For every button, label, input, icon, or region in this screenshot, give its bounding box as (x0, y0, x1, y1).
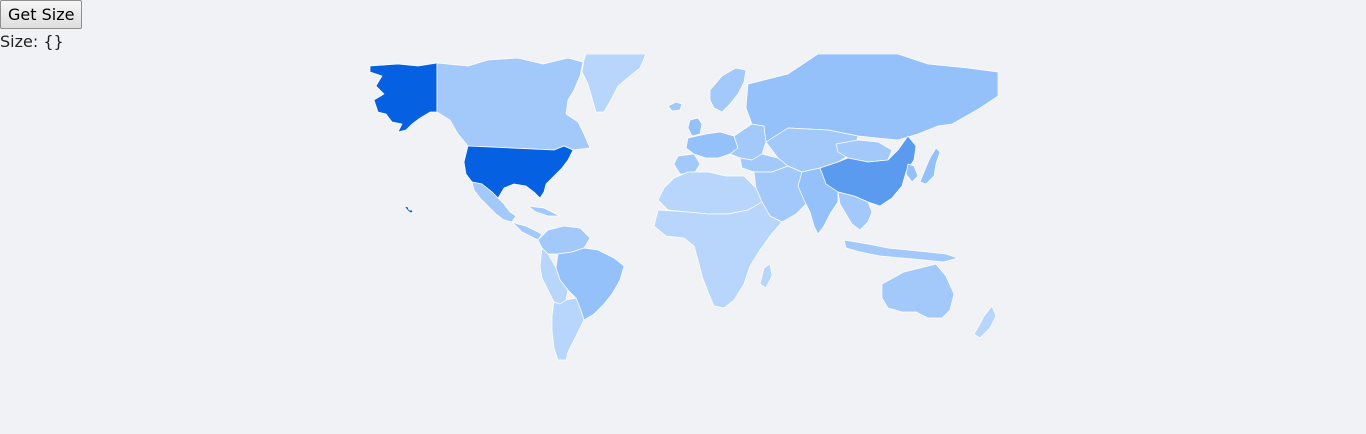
region-greenland[interactable] (581, 54, 647, 113)
region-mongolia[interactable] (835, 139, 893, 163)
region-madagascar[interactable] (759, 263, 773, 289)
region-iberia[interactable] (673, 153, 701, 175)
size-output: Size: {} (0, 32, 64, 51)
region-north-africa[interactable] (657, 171, 763, 215)
region-united-kingdom[interactable] (687, 117, 703, 137)
world-map-svg (369, 54, 998, 361)
region-alaska[interactable] (369, 62, 438, 133)
region-southern-cone[interactable] (551, 297, 585, 361)
region-korea[interactable] (905, 163, 919, 183)
region-new-zealand[interactable] (973, 305, 997, 339)
get-size-button[interactable]: Get Size (0, 0, 83, 29)
region-iceland[interactable] (667, 101, 683, 112)
region-canada[interactable] (436, 57, 591, 151)
size-value: {} (43, 32, 64, 51)
region-sub-saharan-africa[interactable] (653, 201, 783, 309)
region-caribbean[interactable] (527, 205, 561, 217)
region-japan[interactable] (919, 147, 941, 185)
region-mexico[interactable] (471, 181, 517, 223)
region-indonesia[interactable] (843, 239, 959, 263)
region-scandinavia[interactable] (709, 67, 747, 113)
region-india[interactable] (797, 167, 839, 235)
region-southeast-asia[interactable] (837, 191, 873, 231)
size-label: Size: (0, 32, 39, 51)
world-map (368, 54, 998, 362)
region-hawaii[interactable] (403, 205, 414, 214)
region-russia[interactable] (745, 54, 998, 143)
region-central-america[interactable] (511, 221, 543, 241)
region-australia[interactable] (881, 263, 955, 319)
